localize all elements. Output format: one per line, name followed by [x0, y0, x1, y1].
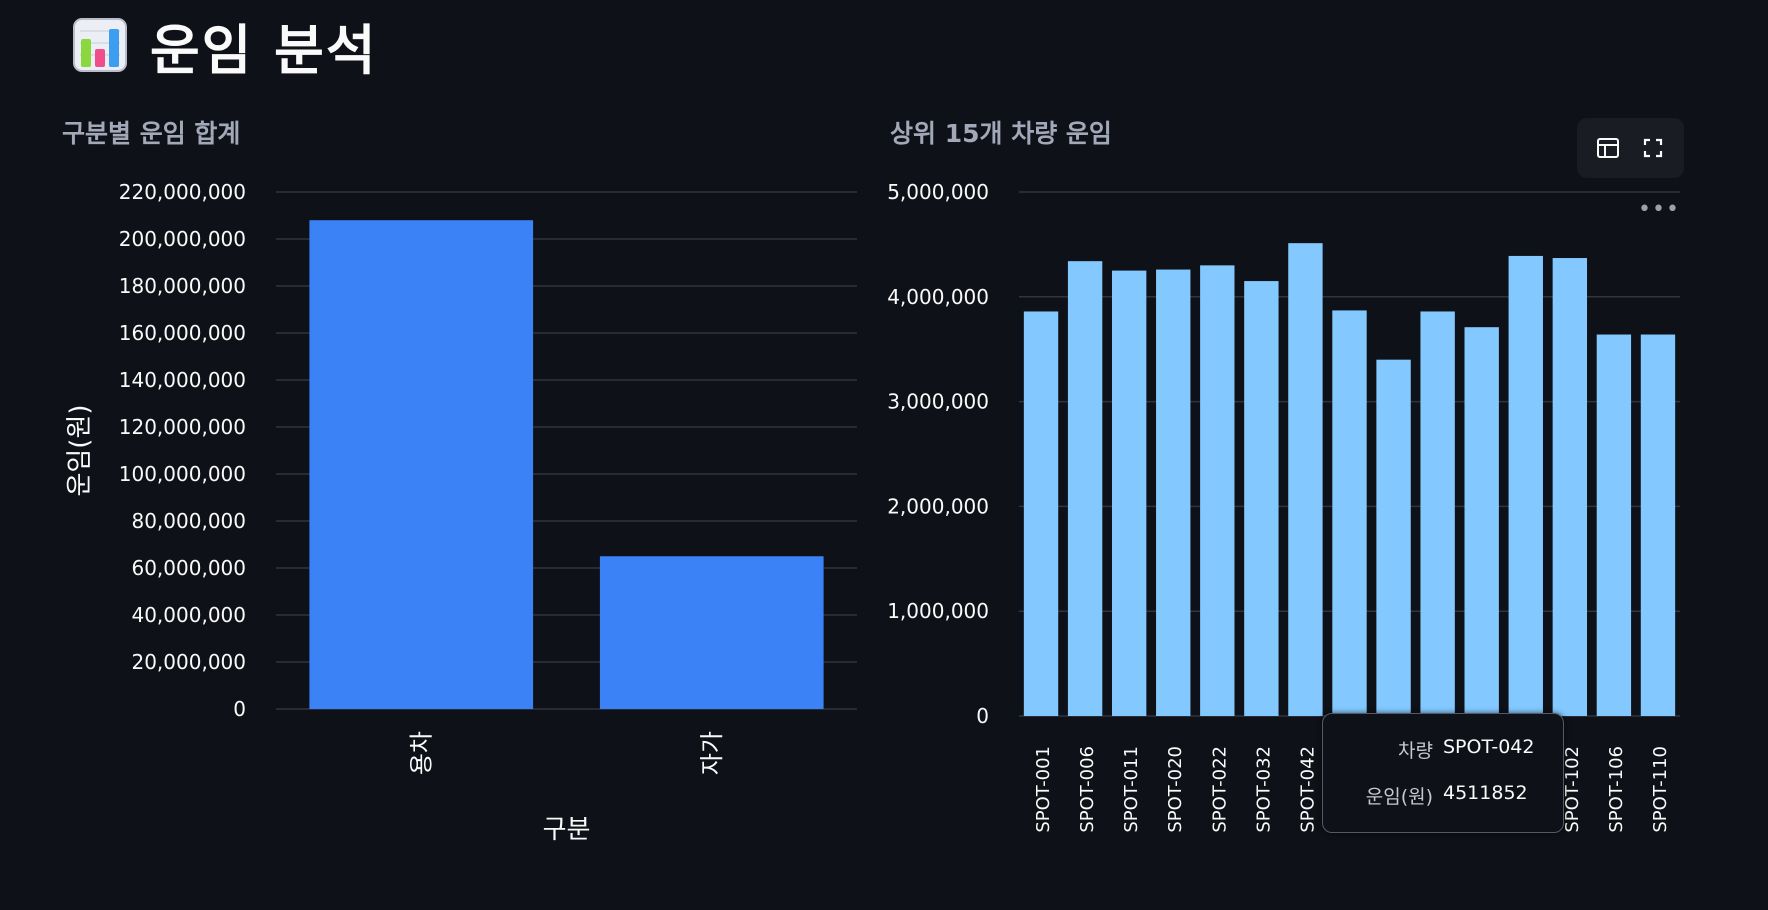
right-chart-bar[interactable]: [1200, 265, 1235, 716]
left-chart-xtick-label: 용차: [407, 731, 435, 775]
left-chart-ytick-label: 100,000,000: [119, 462, 246, 486]
bar-chart-icon: [73, 18, 127, 72]
left-chart-ytick-label: 200,000,000: [119, 227, 246, 251]
right-chart-ytick-label: 3,000,000: [887, 390, 989, 414]
left-chart-xtick-label: 자가: [698, 731, 726, 775]
right-chart-subheader: 상위 15개 차량 운임: [890, 119, 1112, 148]
right-chart-xtick-label: SPOT-110: [1650, 746, 1671, 833]
right-chart-ytick-label: 1,000,000: [887, 599, 989, 623]
left-chart-ytick-label: 120,000,000: [119, 415, 246, 439]
right-chart-bar[interactable]: [1420, 311, 1455, 716]
right-chart-bar[interactable]: [1508, 255, 1543, 717]
left-chart-ytick-label: 140,000,000: [119, 368, 246, 392]
right-chart-xtick-label: SPOT-020: [1165, 746, 1186, 833]
right-chart-xtick-label: SPOT-006: [1077, 746, 1098, 833]
right-chart-ytick-label: 4,000,000: [887, 285, 989, 309]
table-icon[interactable]: [1594, 134, 1622, 162]
chart-toolbar: [1577, 118, 1684, 178]
left-chart-y-axis-title: 운임(원): [65, 404, 95, 496]
tooltip-value-fare: 4511852: [1443, 782, 1528, 804]
right-chart-xtick-label: SPOT-011: [1121, 746, 1142, 833]
left-chart-ytick-label: 0: [233, 697, 246, 721]
left-chart-subheader: 구분별 운임 합계: [62, 119, 241, 148]
right-chart-xtick-label: SPOT-042: [1297, 746, 1318, 833]
right-chart-bar[interactable]: [1640, 334, 1676, 716]
tooltip-key-vehicle: 차량: [1398, 740, 1433, 762]
right-chart-bar[interactable]: [1288, 243, 1323, 717]
right-chart-bar[interactable]: [1552, 258, 1588, 716]
right-chart-bar[interactable]: [1023, 311, 1059, 716]
more-options-icon[interactable]: •••: [1638, 197, 1680, 222]
right-chart-xtick-label: SPOT-102: [1562, 746, 1583, 833]
right-chart-xtick-label: SPOT-022: [1209, 746, 1230, 833]
right-chart-ytick-label: 0: [976, 704, 989, 728]
left-chart-ytick-label: 40,000,000: [131, 603, 246, 627]
page-title: 운임 분석: [72, 10, 378, 82]
right-chart-bar[interactable]: [1376, 359, 1411, 716]
tooltip-value-vehicle: SPOT-042: [1443, 736, 1535, 758]
right-chart-ytick-label: 5,000,000: [887, 180, 989, 204]
page-title-text: 운임 분석: [150, 18, 378, 82]
right-chart-xtick-label: SPOT-032: [1253, 746, 1274, 833]
right-chart-xtick-label: SPOT-106: [1606, 746, 1627, 833]
fullscreen-icon[interactable]: [1639, 134, 1667, 162]
right-chart-bar[interactable]: [1332, 310, 1367, 716]
left-chart-ytick-label: 60,000,000: [131, 556, 246, 580]
left-chart-x-axis-title: 구분: [543, 815, 591, 845]
left-chart-bar[interactable]: [599, 556, 824, 709]
right-chart-bar[interactable]: [1464, 327, 1499, 716]
left-chart-ytick-label: 80,000,000: [131, 509, 246, 533]
left-chart-ytick-label: 20,000,000: [131, 650, 246, 674]
right-chart-bar[interactable]: [1111, 270, 1147, 716]
left-chart-bar[interactable]: [309, 220, 534, 709]
left-bar-chart[interactable]: 0 20,000,000 40,000,000 60,000,000 80,000,00…: [0, 0, 880, 910]
right-chart-bar[interactable]: [1067, 261, 1103, 716]
right-chart-bar[interactable]: [1596, 334, 1632, 716]
left-chart-ytick-label: 160,000,000: [119, 321, 246, 345]
left-chart-ytick-label: 220,000,000: [119, 180, 246, 204]
right-chart-xtick-label: SPOT-001: [1033, 746, 1054, 833]
chart-tooltip: 차량 SPOT-042 운임(원) 4511852: [1322, 713, 1564, 833]
tooltip-key-fare: 운임(원): [1365, 786, 1433, 808]
right-chart-bar[interactable]: [1244, 281, 1279, 716]
right-chart-ytick-label: 2,000,000: [887, 494, 989, 518]
right-chart-bar[interactable]: [1156, 269, 1191, 716]
left-chart-ytick-label: 180,000,000: [119, 274, 246, 298]
